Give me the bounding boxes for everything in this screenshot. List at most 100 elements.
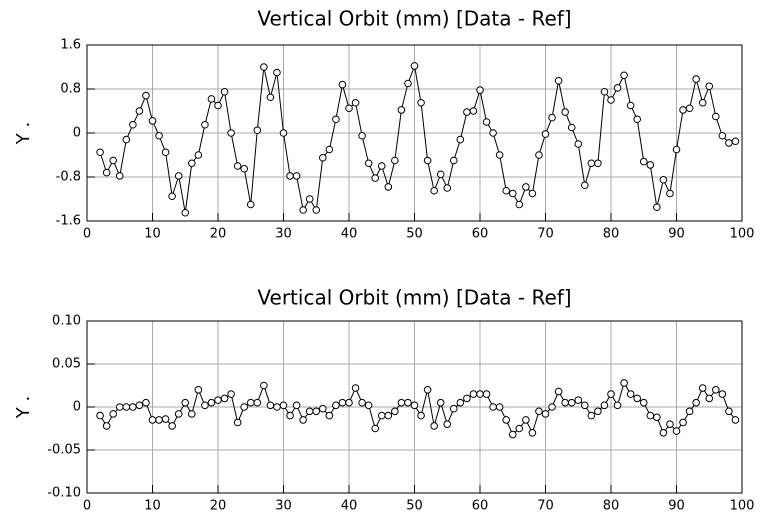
data-point xyxy=(201,401,209,410)
x-tick-label: 10 xyxy=(144,227,161,242)
data-point xyxy=(607,96,615,104)
data-point xyxy=(174,410,183,418)
data-point xyxy=(712,386,720,394)
x-tick-label: 80 xyxy=(603,499,620,514)
y-tick-label: 0.10 xyxy=(52,314,81,329)
x-tick-label: 50 xyxy=(406,227,423,242)
data-point xyxy=(351,384,360,392)
data-point xyxy=(129,120,137,129)
x-tick-label: 30 xyxy=(275,227,292,242)
data-point xyxy=(194,386,203,394)
data-point xyxy=(319,404,327,413)
data-point xyxy=(633,394,642,403)
plot-frame xyxy=(86,44,743,222)
data-point xyxy=(115,403,124,411)
data-point xyxy=(469,390,478,398)
data-point xyxy=(613,401,622,410)
data-point xyxy=(469,107,478,115)
data-point xyxy=(567,123,576,132)
data-point xyxy=(253,398,262,407)
data-point xyxy=(227,129,235,137)
data-point xyxy=(620,71,628,80)
data-point xyxy=(679,418,687,427)
data-point xyxy=(430,186,438,195)
data-point xyxy=(109,156,117,165)
data-point xyxy=(410,401,419,410)
data-point xyxy=(109,410,117,418)
data-point xyxy=(371,174,380,182)
plot-frame xyxy=(86,320,743,494)
data-point xyxy=(581,181,589,190)
data-point xyxy=(161,415,170,423)
data-point xyxy=(502,186,511,195)
y-tick-label: -0.8 xyxy=(56,170,81,185)
x-tick-label: 70 xyxy=(537,227,554,242)
data-point xyxy=(594,407,602,416)
data-point xyxy=(581,401,589,410)
data-point xyxy=(410,62,419,70)
data-point xyxy=(489,403,497,411)
data-point xyxy=(522,416,530,424)
data-point xyxy=(646,411,655,420)
data-point xyxy=(194,151,203,159)
data-point xyxy=(299,416,307,424)
data-point xyxy=(626,390,635,398)
y-tick-label: 0.05 xyxy=(52,357,81,372)
data-point xyxy=(377,411,386,420)
data-point xyxy=(463,394,471,403)
data-point xyxy=(377,162,386,170)
data-point xyxy=(168,422,176,430)
data-point xyxy=(653,203,661,212)
data-point xyxy=(620,379,628,387)
data-point xyxy=(561,108,569,116)
data-point xyxy=(148,416,157,424)
data-point xyxy=(279,401,288,410)
data-point xyxy=(554,76,563,85)
x-tick-label: 40 xyxy=(341,227,358,242)
data-point xyxy=(312,206,321,214)
data-point xyxy=(436,398,445,407)
data-point xyxy=(476,390,484,398)
data-point xyxy=(528,429,537,437)
data-point xyxy=(613,84,622,92)
data-point xyxy=(345,104,353,113)
data-point xyxy=(312,407,321,416)
data-point xyxy=(292,172,301,180)
data-point xyxy=(548,403,556,411)
data-point xyxy=(528,189,537,198)
y-tick-label: 0.8 xyxy=(60,82,81,97)
data-point xyxy=(319,153,327,162)
data-point xyxy=(96,148,104,157)
data-point xyxy=(286,411,294,420)
data-point xyxy=(384,411,393,420)
data-point xyxy=(279,129,288,137)
data-point xyxy=(535,151,543,159)
data-point xyxy=(174,172,183,180)
data-point xyxy=(391,156,399,165)
data-point xyxy=(201,120,209,129)
data-point xyxy=(181,208,190,217)
data-point xyxy=(508,430,517,439)
data-point xyxy=(161,148,170,157)
data-point xyxy=(417,98,425,107)
data-point xyxy=(548,113,556,122)
data-point xyxy=(305,407,314,416)
data-line xyxy=(99,64,736,213)
data-point xyxy=(227,390,235,398)
data-point xyxy=(463,108,471,116)
data-point xyxy=(705,394,714,403)
data-point xyxy=(659,175,668,184)
data-point xyxy=(246,398,255,407)
data-point xyxy=(273,403,281,411)
chart-title: Vertical Orbit (mm) [Data - Ref] xyxy=(257,286,571,310)
data-point xyxy=(666,420,674,429)
data-point xyxy=(535,407,543,416)
data-point xyxy=(207,95,216,103)
data-point xyxy=(600,401,609,410)
data-point xyxy=(450,404,458,413)
data-point xyxy=(286,172,294,180)
data-point xyxy=(325,145,334,154)
data-point xyxy=(142,398,150,407)
x-tick-label: 60 xyxy=(472,499,489,514)
x-tick-label: 90 xyxy=(668,499,685,514)
